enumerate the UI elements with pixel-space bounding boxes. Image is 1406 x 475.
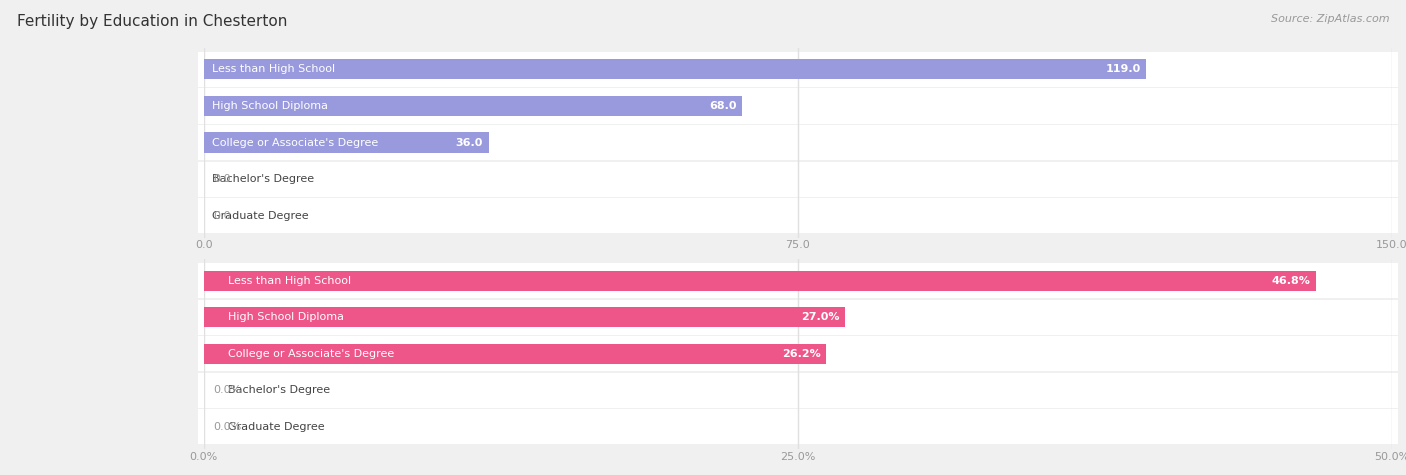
Text: 0.0: 0.0 bbox=[214, 174, 231, 184]
Text: 27.0%: 27.0% bbox=[801, 313, 839, 323]
Bar bbox=[204, 344, 827, 364]
Text: 46.8%: 46.8% bbox=[1271, 276, 1310, 286]
Text: 0.0%: 0.0% bbox=[214, 385, 242, 395]
Text: College or Associate's Degree: College or Associate's Degree bbox=[212, 137, 378, 148]
Bar bbox=[198, 336, 1398, 371]
Bar bbox=[198, 125, 1398, 160]
Bar bbox=[198, 373, 1398, 408]
Text: Less than High School: Less than High School bbox=[212, 65, 335, 75]
Bar bbox=[204, 96, 742, 116]
Text: Fertility by Education in Chesterton: Fertility by Education in Chesterton bbox=[17, 14, 287, 29]
Text: Bachelor's Degree: Bachelor's Degree bbox=[228, 385, 330, 395]
Bar bbox=[198, 198, 1398, 233]
Bar bbox=[204, 307, 845, 327]
Bar bbox=[204, 59, 1146, 79]
Text: 119.0: 119.0 bbox=[1105, 65, 1140, 75]
Text: High School Diploma: High School Diploma bbox=[212, 101, 328, 111]
Text: High School Diploma: High School Diploma bbox=[228, 313, 343, 323]
Bar bbox=[198, 409, 1398, 445]
Text: Less than High School: Less than High School bbox=[228, 276, 350, 286]
Text: Graduate Degree: Graduate Degree bbox=[212, 210, 308, 220]
Text: 36.0: 36.0 bbox=[456, 137, 484, 148]
Text: 26.2%: 26.2% bbox=[782, 349, 821, 359]
Text: Bachelor's Degree: Bachelor's Degree bbox=[212, 174, 314, 184]
Bar bbox=[198, 88, 1398, 124]
Text: 0.0%: 0.0% bbox=[214, 422, 242, 432]
Bar bbox=[198, 162, 1398, 197]
Text: Source: ZipAtlas.com: Source: ZipAtlas.com bbox=[1271, 14, 1389, 24]
Bar bbox=[198, 263, 1398, 298]
Bar bbox=[204, 271, 1316, 291]
Text: College or Associate's Degree: College or Associate's Degree bbox=[228, 349, 394, 359]
Bar bbox=[198, 52, 1398, 87]
Bar bbox=[198, 300, 1398, 335]
Text: Graduate Degree: Graduate Degree bbox=[228, 422, 325, 432]
Bar bbox=[204, 133, 489, 152]
Text: 0.0: 0.0 bbox=[214, 210, 231, 220]
Text: 68.0: 68.0 bbox=[709, 101, 737, 111]
